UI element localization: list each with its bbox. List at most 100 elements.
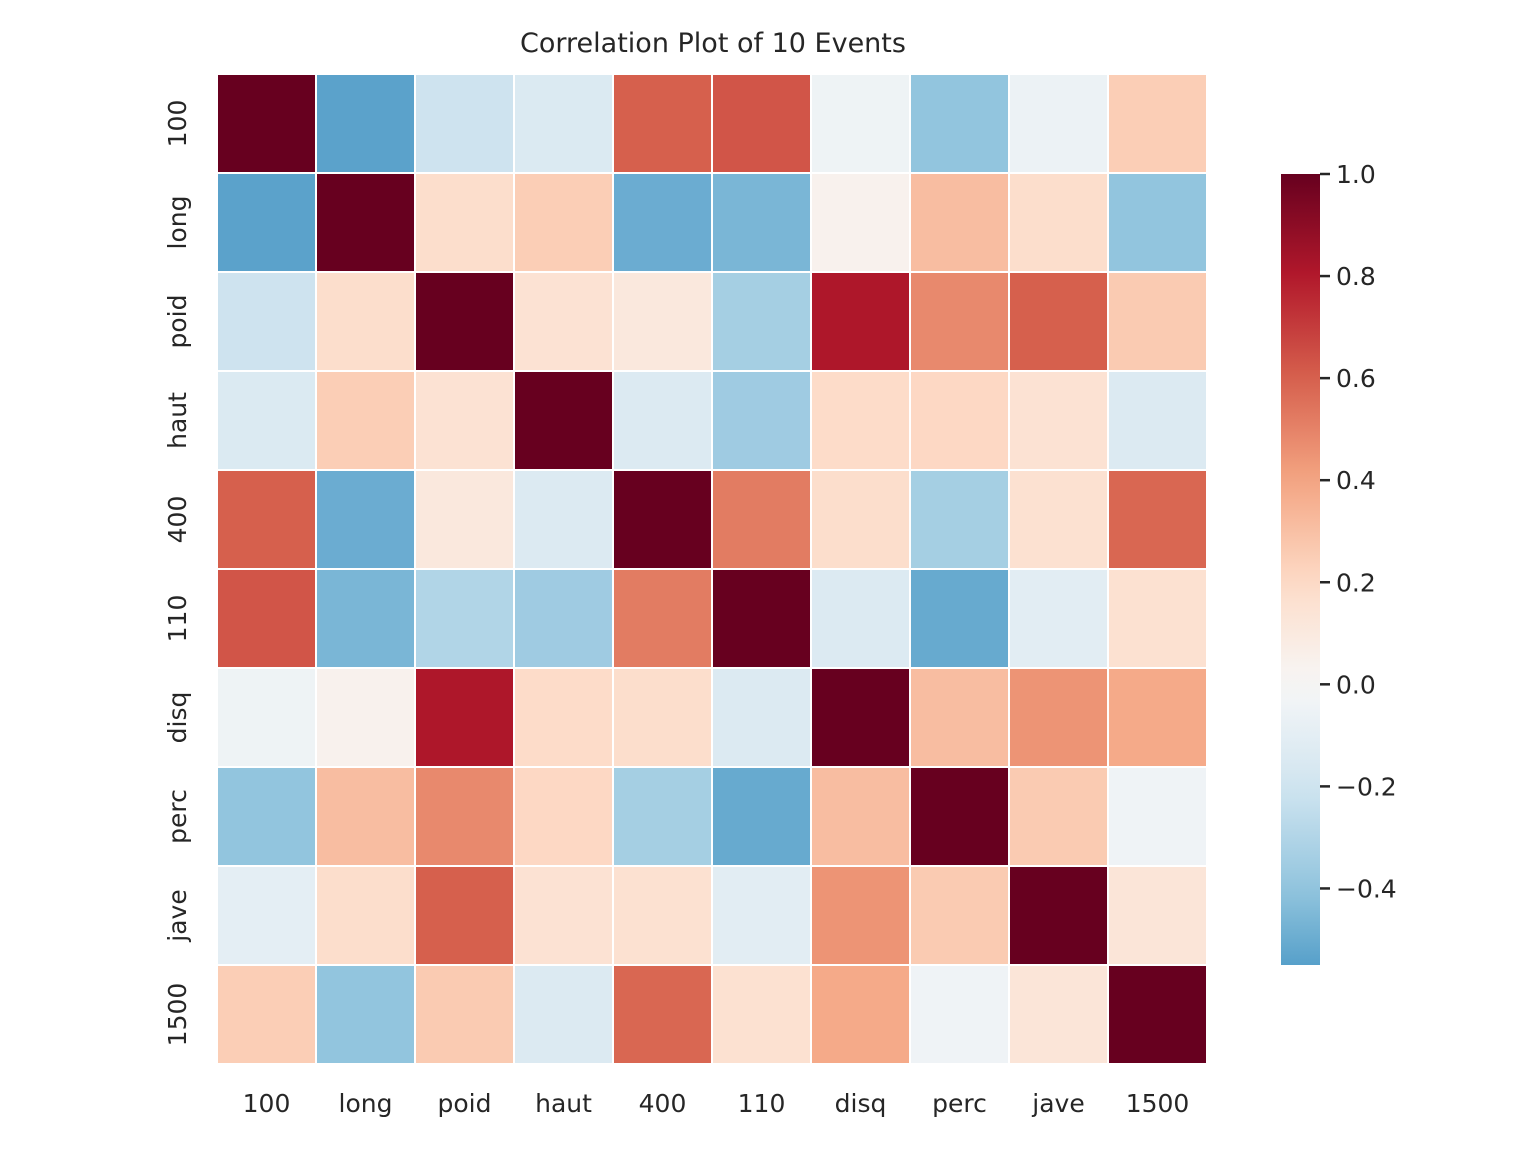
colorbar-tick-label: 0.8 [1336, 262, 1376, 291]
y-tick-label-haut: haut [163, 392, 192, 449]
heatmap-cell-110-100 [218, 570, 315, 667]
heatmap-cell-400-poid [416, 471, 513, 568]
heatmap-cell-long-jave [1010, 174, 1107, 271]
heatmap-cell-400-100 [218, 471, 315, 568]
heatmap-cell-perc-1500 [1109, 768, 1206, 865]
heatmap-cell-1500-100 [218, 966, 315, 1063]
colorbar-tick-label: −0.2 [1336, 772, 1397, 801]
y-tick-label-100: 100 [163, 100, 192, 148]
x-tick-label-jave: jave [1031, 1089, 1084, 1118]
colorbar-tick-label: 1.0 [1336, 160, 1376, 189]
heatmap-cell-poid-poid [416, 273, 513, 370]
heatmap-cell-perc-perc [911, 768, 1008, 865]
heatmap-cell-100-perc [911, 75, 1008, 172]
heatmap-cell-110-1500 [1109, 570, 1206, 667]
colorbar-tick-label: −0.4 [1336, 874, 1397, 903]
heatmap-cell-haut-1500 [1109, 372, 1206, 469]
heatmap-cell-1500-haut [515, 966, 612, 1063]
heatmap-cell-110-poid [416, 570, 513, 667]
heatmap-cell-400-110 [713, 471, 810, 568]
heatmap-cell-400-1500 [1109, 471, 1206, 568]
heatmap-cell-poid-disq [812, 273, 909, 370]
heatmap-cell-disq-jave [1010, 669, 1107, 766]
heatmap-cell-400-400 [614, 471, 711, 568]
heatmap-cell-jave-long [317, 867, 414, 964]
x-tick-label-1500: 1500 [1126, 1089, 1190, 1118]
heatmap-cell-poid-jave [1010, 273, 1107, 370]
heatmap-cell-jave-100 [218, 867, 315, 964]
heatmap-cell-long-400 [614, 174, 711, 271]
heatmap-cell-disq-long [317, 669, 414, 766]
heatmap-cell-100-haut [515, 75, 612, 172]
heatmap-cell-100-1500 [1109, 75, 1206, 172]
chart-title: Correlation Plot of 10 Events [520, 28, 906, 59]
heatmap-cell-jave-110 [713, 867, 810, 964]
heatmap-cell-1500-poid [416, 966, 513, 1063]
heatmap-cell-perc-jave [1010, 768, 1107, 865]
heatmap-cell-disq-400 [614, 669, 711, 766]
heatmap-cell-100-110 [713, 75, 810, 172]
x-tick-label-110: 110 [738, 1089, 786, 1118]
heatmap-cell-long-poid [416, 174, 513, 271]
heatmap-cell-disq-poid [416, 669, 513, 766]
colorbar-tick-label: 0.0 [1336, 670, 1376, 699]
heatmap-cell-400-disq [812, 471, 909, 568]
heatmap-cell-110-disq [812, 570, 909, 667]
heatmap-cell-perc-100 [218, 768, 315, 865]
heatmap-cell-400-haut [515, 471, 612, 568]
colorbar-tick-label: 0.4 [1336, 466, 1376, 495]
heatmap-cell-jave-poid [416, 867, 513, 964]
heatmap-cell-poid-haut [515, 273, 612, 370]
heatmap-cell-haut-jave [1010, 372, 1107, 469]
colorbar [1281, 174, 1320, 965]
heatmap-cell-400-perc [911, 471, 1008, 568]
heatmap-cell-perc-400 [614, 768, 711, 865]
y-tick-label-110: 110 [163, 595, 192, 643]
heatmap-cell-poid-100 [218, 273, 315, 370]
heatmap-cell-1500-400 [614, 966, 711, 1063]
heatmap-cell-110-jave [1010, 570, 1107, 667]
heatmap-cell-1500-110 [713, 966, 810, 1063]
heatmap-cell-long-long [317, 174, 414, 271]
x-tick-label-haut: haut [535, 1089, 592, 1118]
heatmap-cell-haut-110 [713, 372, 810, 469]
heatmap-cell-long-perc [911, 174, 1008, 271]
heatmap-cell-100-disq [812, 75, 909, 172]
x-tick-label-perc: perc [932, 1089, 987, 1118]
heatmap-cell-long-100 [218, 174, 315, 271]
heatmap-cell-haut-400 [614, 372, 711, 469]
heatmap-cell-jave-disq [812, 867, 909, 964]
heatmap-cell-100-jave [1010, 75, 1107, 172]
heatmap-cell-haut-poid [416, 372, 513, 469]
heatmap-cell-110-perc [911, 570, 1008, 667]
heatmap-cell-disq-110 [713, 669, 810, 766]
heatmap-cell-disq-perc [911, 669, 1008, 766]
heatmap-cell-perc-poid [416, 768, 513, 865]
heatmap-cell-haut-disq [812, 372, 909, 469]
x-tick-label-400: 400 [639, 1089, 687, 1118]
heatmap-cell-long-haut [515, 174, 612, 271]
heatmap-cell-long-1500 [1109, 174, 1206, 271]
heatmap-cell-1500-disq [812, 966, 909, 1063]
colorbar-tick-label: 0.2 [1336, 568, 1376, 597]
heatmap-cell-1500-jave [1010, 966, 1107, 1063]
heatmap-cell-110-110 [713, 570, 810, 667]
heatmap-cell-110-haut [515, 570, 612, 667]
heatmap-cell-poid-400 [614, 273, 711, 370]
heatmap-cell-perc-110 [713, 768, 810, 865]
heatmap-cell-haut-long [317, 372, 414, 469]
heatmap-cell-disq-100 [218, 669, 315, 766]
heatmap-cell-1500-1500 [1109, 966, 1206, 1063]
heatmap-cell-poid-long [317, 273, 414, 370]
heatmap-cell-jave-jave [1010, 867, 1107, 964]
heatmap-cell-100-100 [218, 75, 315, 172]
heatmap-cell-haut-haut [515, 372, 612, 469]
heatmap-cell-jave-haut [515, 867, 612, 964]
heatmap-cell-1500-perc [911, 966, 1008, 1063]
heatmap-cell-100-long [317, 75, 414, 172]
y-tick-label-400: 400 [163, 496, 192, 544]
heatmap-cell-haut-100 [218, 372, 315, 469]
heatmap-cell-disq-1500 [1109, 669, 1206, 766]
heatmap-cell-jave-perc [911, 867, 1008, 964]
heatmap-cell-jave-1500 [1109, 867, 1206, 964]
